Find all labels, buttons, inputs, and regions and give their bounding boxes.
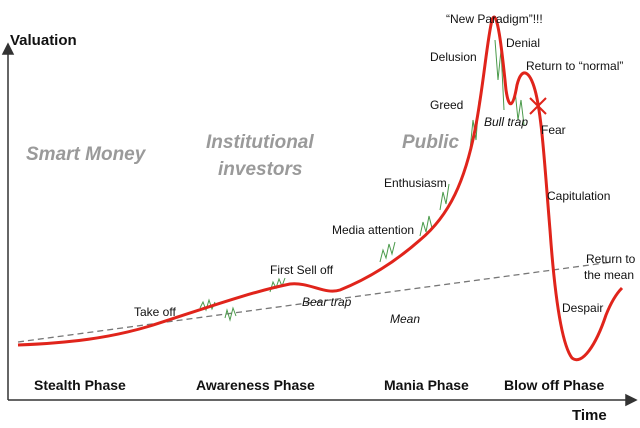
annotation: Bull trap — [484, 115, 528, 129]
y-axis-label: Valuation — [10, 32, 77, 49]
annotation: Greed — [430, 98, 463, 112]
phase-label: Blow off Phase — [504, 377, 605, 393]
annotation: Media attention — [332, 223, 414, 237]
annotation: Denial — [506, 36, 540, 50]
group-label: Public — [402, 132, 459, 153]
annotation: Return to “normal” — [526, 59, 623, 73]
y-arrow — [1, 42, 15, 55]
group-label: Institutional — [206, 132, 314, 153]
phase-label: Awareness Phase — [196, 377, 315, 393]
phase-label: Mania Phase — [384, 377, 469, 393]
annotation: Enthusiasm — [384, 176, 447, 190]
group-label: Smart Money — [26, 144, 147, 165]
annotation: Delusion — [430, 50, 477, 64]
annotation: the mean — [584, 268, 634, 282]
annotation: Capitulation — [547, 189, 610, 203]
annotation: Fear — [541, 123, 566, 137]
x-arrow — [625, 393, 638, 407]
bubble-curve — [17, 15, 624, 362]
annotation: Take off — [134, 305, 176, 319]
annotation: Despair — [562, 301, 603, 315]
axes — [1, 42, 638, 407]
annotation: First Sell off — [270, 263, 334, 277]
annotation: “New Paradigm”!!! — [446, 12, 543, 26]
annotation: Mean — [390, 312, 420, 326]
annotation: Bear trap — [302, 295, 352, 309]
annotation: Return to — [586, 252, 636, 266]
x-axis-label: Time — [572, 407, 607, 424]
price-noise — [199, 39, 525, 322]
phase-label: Stealth Phase — [34, 377, 126, 393]
group-label: investors — [218, 159, 302, 180]
fear-cross — [529, 97, 547, 115]
